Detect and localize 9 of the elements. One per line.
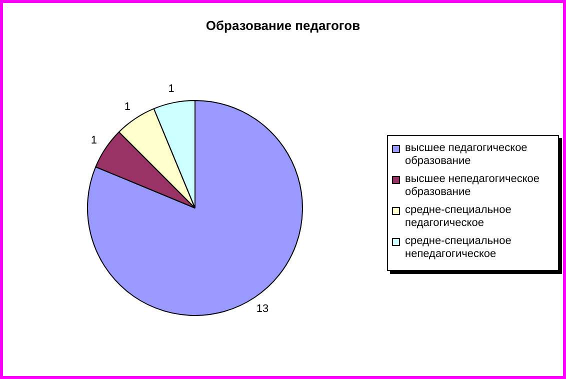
legend-label: высшее непедагогическое образование [405,173,540,199]
legend-label: высшее педагогическое образование [405,142,528,168]
chart-title: Образование педагогов [204,18,362,33]
data-label: 1 [168,82,174,95]
legend-label: средне-специальное непедагогическое [405,235,512,261]
data-label: 13 [256,303,269,316]
data-label: 1 [90,134,98,147]
data-label: 1 [124,101,131,114]
legend-label: средне-специальное педагогическое [405,204,512,230]
